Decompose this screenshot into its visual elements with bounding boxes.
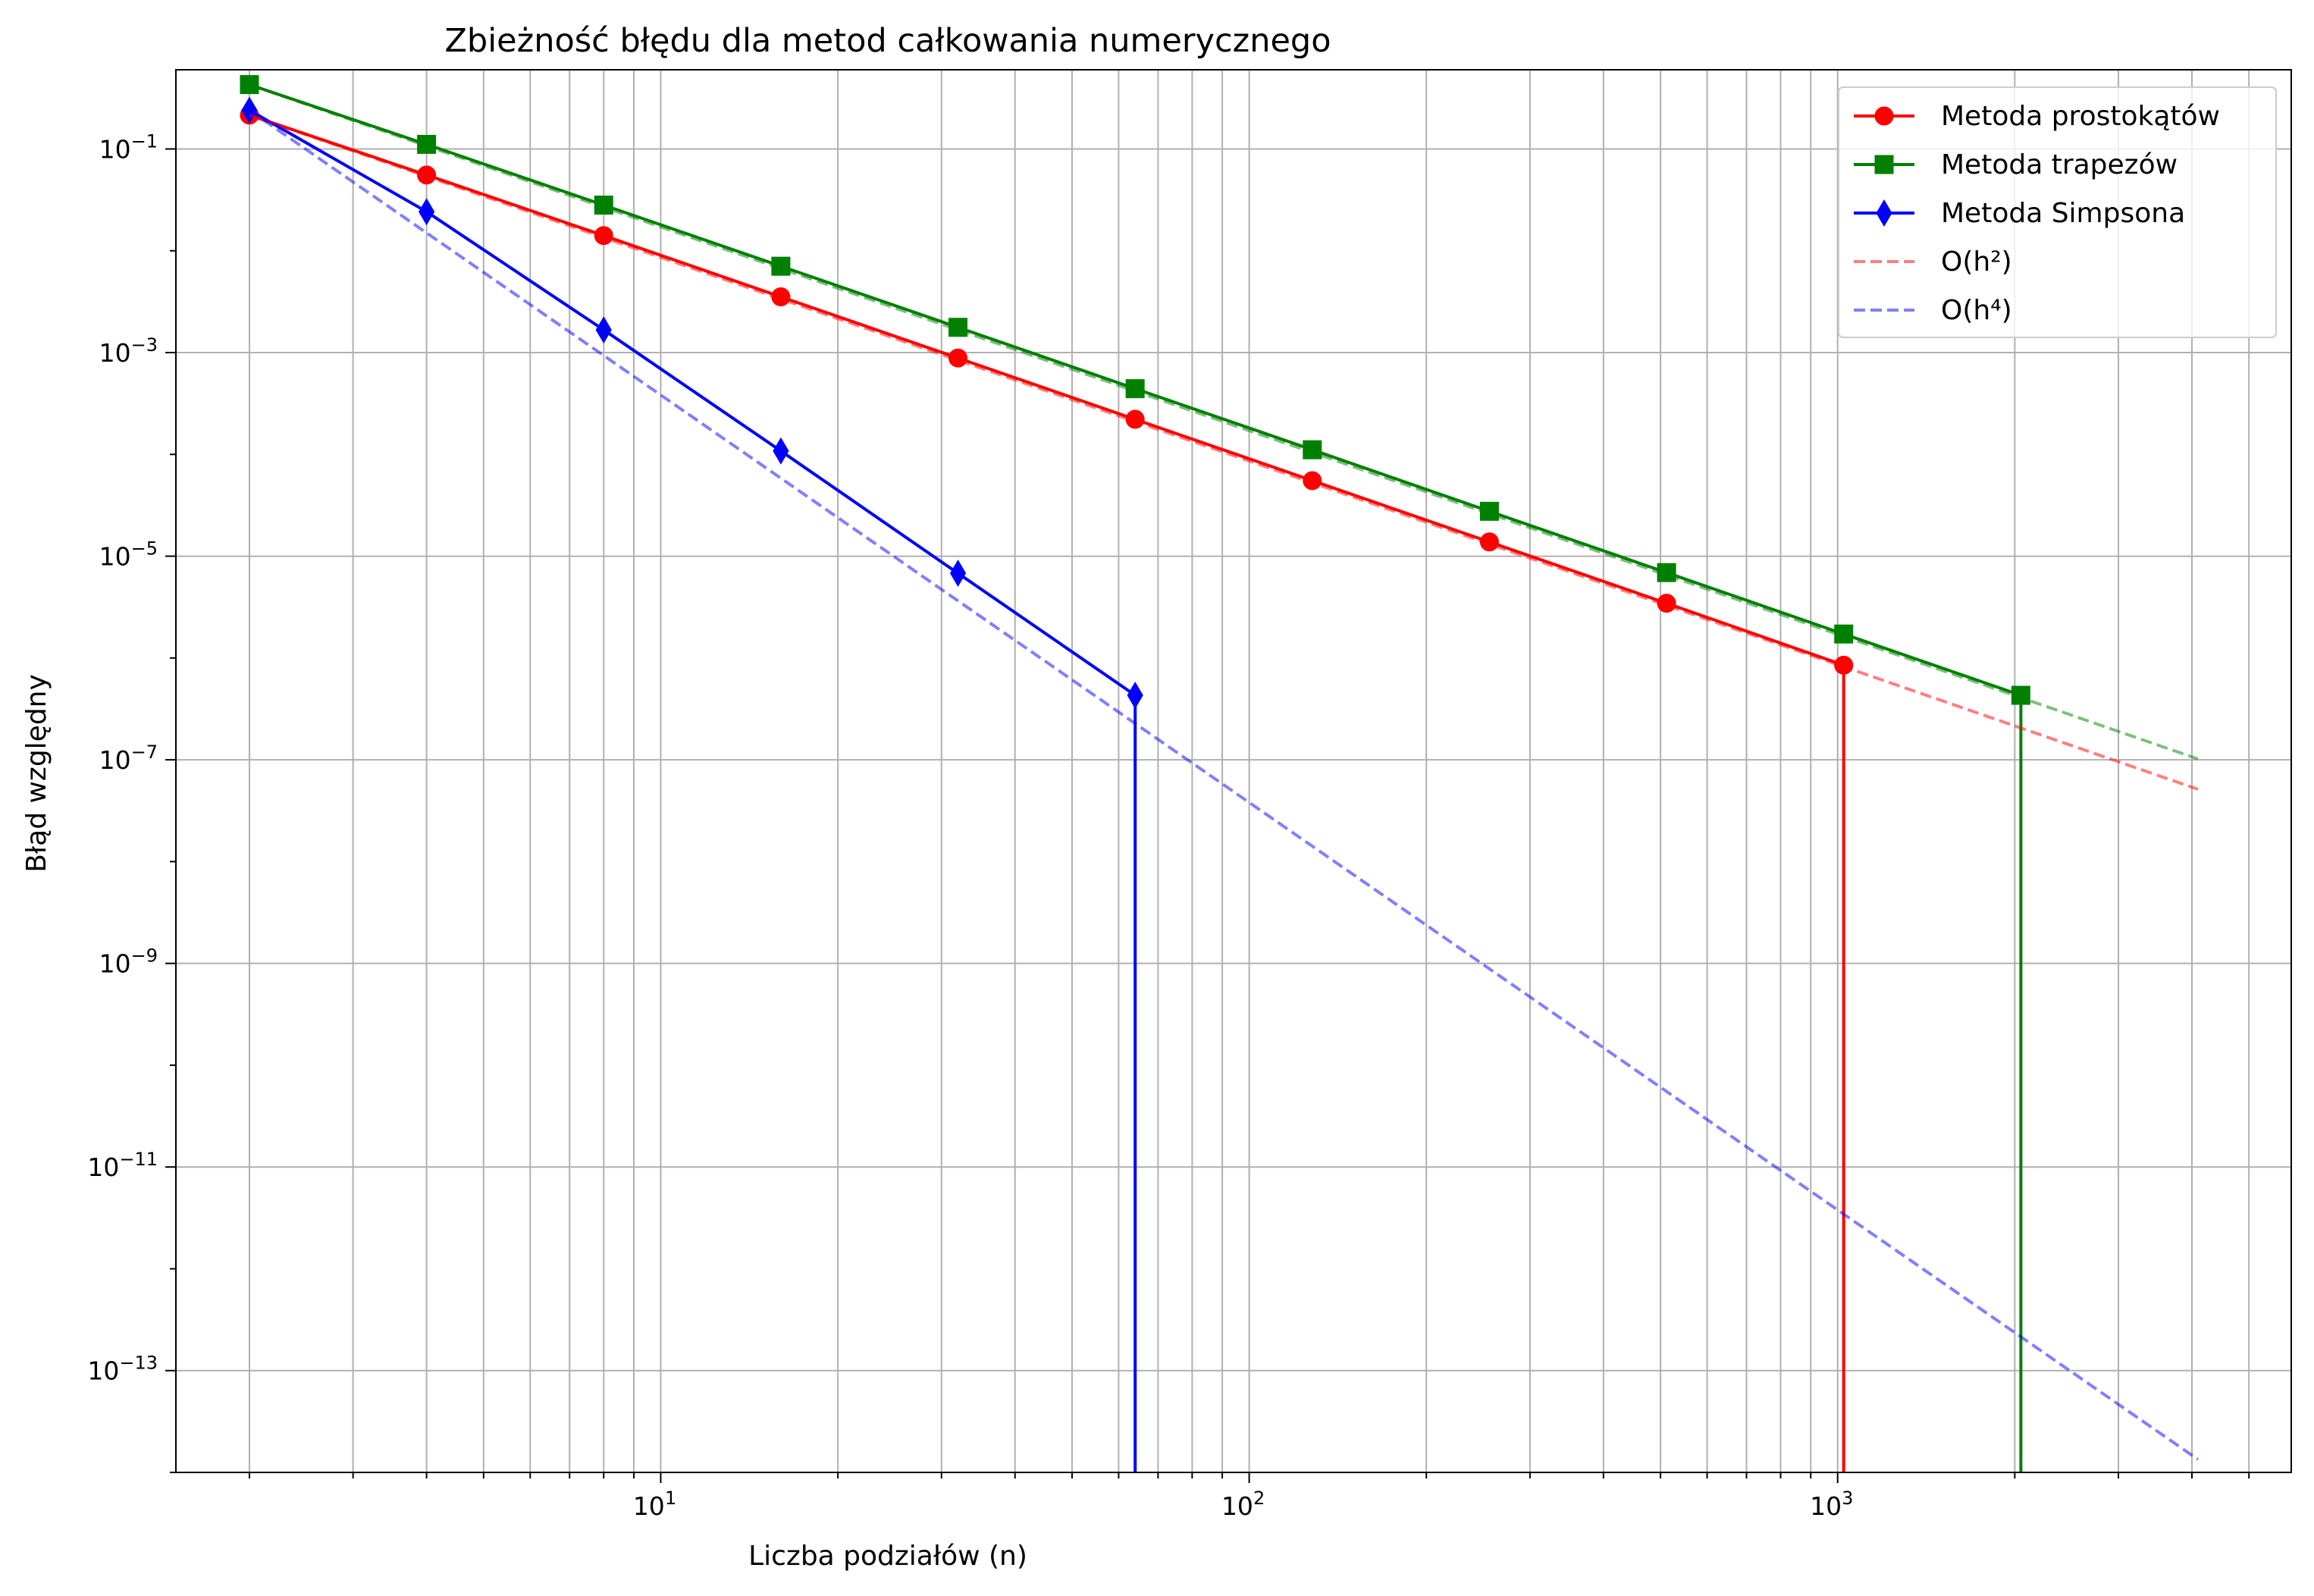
data-point <box>1125 379 1145 399</box>
y-tick-label: 10−3 <box>99 334 158 368</box>
legend-marker <box>1874 155 1894 174</box>
legend-entry: Metoda Simpsona <box>1854 198 2185 229</box>
y-tick-label: 10−9 <box>99 945 158 979</box>
data-point <box>949 560 967 588</box>
y-tick-label: 10−1 <box>99 130 158 164</box>
data-point <box>1125 409 1145 429</box>
legend: Metoda prostokątów Metoda trapezów Metoda … <box>1838 86 2277 338</box>
y-tick-label: 10−11 <box>87 1149 158 1182</box>
legend-label: O(h²) <box>1941 246 2012 277</box>
data-point <box>595 316 612 344</box>
series-line <box>249 83 2199 760</box>
plot-frame <box>175 69 2292 1473</box>
y-tick-label: 10−5 <box>99 538 158 572</box>
data-point <box>594 226 613 246</box>
series-line <box>249 113 2199 791</box>
series-layer <box>240 75 2200 1472</box>
y-axis-label: Błąd względny <box>21 674 52 873</box>
legend-label: Metoda trapezów <box>1941 149 2178 180</box>
series-0 <box>240 105 1854 1472</box>
chart-title: Zbieżność błędu dla metod całkowania num… <box>444 22 1331 60</box>
x-tick-label: 102 <box>1221 1488 1265 1521</box>
legend-marker <box>1876 199 1892 227</box>
series-1 <box>240 75 2030 1472</box>
series-3 <box>249 113 2199 791</box>
data-point <box>2011 685 2030 705</box>
series-5 <box>248 108 2200 1461</box>
legend-entry: O(h²) <box>1854 246 2012 277</box>
legend-entry: Metoda trapezów <box>1854 149 2178 180</box>
series-line <box>248 108 2200 1461</box>
legend-label: Metoda prostokątów <box>1941 101 2220 132</box>
data-point <box>773 437 789 465</box>
legend-marker <box>1874 106 1894 126</box>
y-tick-label: 10−13 <box>87 1353 158 1386</box>
x-axis-label: Liczba podziałów (n) <box>748 1541 1027 1572</box>
x-tick-label: 101 <box>633 1488 676 1521</box>
legend-entry: O(h⁴) <box>1854 295 2012 326</box>
data-point <box>240 75 259 95</box>
legend-label: Metoda Simpsona <box>1941 198 2185 229</box>
data-point <box>1303 471 1322 491</box>
y-tick-label: 10−7 <box>99 742 158 775</box>
data-point <box>1834 624 1854 644</box>
x-tick-label: 103 <box>1810 1488 1853 1521</box>
axes: 101 102 103 10−13 10−11 10−9 10−7 10−5 10−3 10−1 <box>87 69 2292 1521</box>
data-point <box>419 198 435 226</box>
series-line <box>249 83 2023 1472</box>
data-point <box>1127 682 1143 710</box>
series-4 <box>249 83 2199 760</box>
legend-entry: Metoda prostokątów <box>1854 101 2220 132</box>
legend-label: O(h⁴) <box>1941 295 2012 326</box>
legend-box <box>1838 86 2277 338</box>
